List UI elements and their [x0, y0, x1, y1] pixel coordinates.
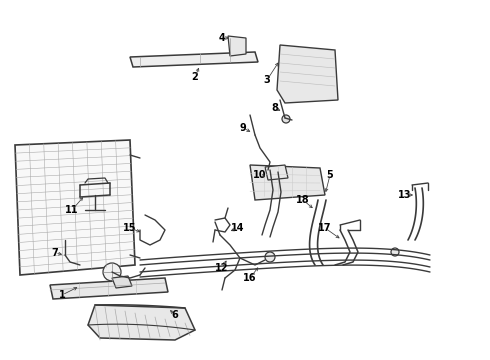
Polygon shape: [15, 140, 135, 275]
Text: 4: 4: [219, 33, 225, 43]
Polygon shape: [88, 305, 195, 340]
Text: 15: 15: [123, 223, 137, 233]
Text: 16: 16: [243, 273, 257, 283]
Text: 18: 18: [296, 195, 310, 205]
Polygon shape: [265, 165, 288, 180]
Text: 12: 12: [215, 263, 229, 273]
Text: 10: 10: [253, 170, 267, 180]
Text: 9: 9: [240, 123, 246, 133]
Circle shape: [391, 248, 399, 256]
Text: 1: 1: [59, 290, 65, 300]
Circle shape: [103, 263, 121, 281]
Text: 8: 8: [271, 103, 278, 113]
Text: 14: 14: [231, 223, 245, 233]
Polygon shape: [112, 276, 132, 288]
Polygon shape: [228, 36, 246, 56]
Text: 5: 5: [327, 170, 333, 180]
Text: 6: 6: [172, 310, 178, 320]
Polygon shape: [250, 165, 325, 200]
Text: 2: 2: [192, 72, 198, 82]
Text: 17: 17: [318, 223, 332, 233]
Text: 7: 7: [51, 248, 58, 258]
Circle shape: [265, 252, 275, 262]
Polygon shape: [277, 45, 338, 103]
Text: 11: 11: [65, 205, 79, 215]
Circle shape: [266, 168, 272, 174]
Circle shape: [282, 115, 290, 123]
Text: 3: 3: [264, 75, 270, 85]
Text: 13: 13: [398, 190, 412, 200]
Polygon shape: [50, 278, 168, 299]
Polygon shape: [130, 52, 258, 67]
